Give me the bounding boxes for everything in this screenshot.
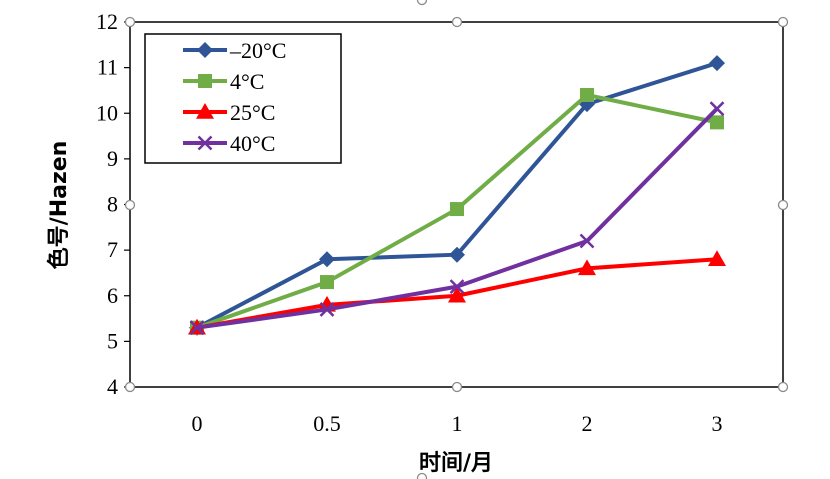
legend-box	[144, 33, 342, 164]
square-marker	[320, 275, 334, 290]
y-tick-label: 7	[107, 237, 118, 262]
y-axis-ticks: 4 5 6 7 8 9 10 11 12	[96, 9, 130, 399]
x-marker	[449, 279, 465, 295]
y-tick-label: 6	[107, 283, 118, 308]
triangle-marker	[196, 103, 214, 119]
y-tick-label: 10	[96, 100, 118, 125]
y-tick-label: 8	[107, 192, 118, 217]
series-group	[189, 101, 725, 336]
resize-handle[interactable]	[416, 0, 428, 6]
legend-entry: 4°C	[183, 69, 264, 94]
x-axis-title: 时间/月	[419, 451, 493, 476]
x-marker	[189, 320, 205, 336]
x-tick-label: 2	[582, 411, 593, 436]
resize-handle[interactable]	[777, 381, 789, 393]
x-tick-label: 0.5	[313, 411, 341, 436]
y-tick-label: 11	[97, 55, 118, 80]
y-tick-label: 12	[96, 9, 118, 34]
square-marker	[450, 202, 464, 217]
legend-entry: 25°C	[183, 100, 275, 125]
resize-handle[interactable]	[777, 16, 789, 28]
square-marker	[198, 74, 212, 88]
y-tick-label: 5	[107, 328, 118, 353]
y-axis-title: 色号/Hazen	[46, 141, 72, 270]
x-marker	[197, 135, 213, 151]
legend-label: –20°C	[229, 38, 286, 63]
resize-handle[interactable]	[124, 16, 136, 28]
resize-handle[interactable]	[124, 381, 136, 393]
y-tick-label: 4	[107, 374, 118, 399]
legend-entry: –20°C	[183, 38, 286, 63]
square-marker	[710, 115, 724, 130]
x-marker	[709, 101, 725, 117]
square-marker	[580, 88, 594, 102]
legend-label: 4°C	[230, 69, 264, 94]
x-marker	[579, 233, 595, 249]
series-layer	[188, 55, 726, 336]
x-axis-ticks: 0 0.5 1 2 3	[192, 411, 723, 436]
x-tick-label: 1	[452, 411, 463, 436]
resize-handle[interactable]	[451, 16, 463, 28]
diamond-marker	[449, 246, 465, 263]
resize-handle[interactable]	[451, 381, 463, 393]
selection-handles	[124, 0, 789, 479]
x-tick-label: 0	[192, 411, 203, 436]
legend-entry: 40°C	[183, 131, 275, 156]
resize-handle[interactable]	[124, 199, 136, 211]
legend: –20°C 4°C 25°C 40°C	[144, 33, 342, 164]
diamond-marker	[319, 251, 335, 268]
triangle-marker	[708, 250, 726, 266]
x-tick-label: 3	[712, 411, 723, 436]
diamond-marker	[709, 55, 725, 72]
legend-label: 40°C	[230, 131, 275, 156]
resize-handle[interactable]	[416, 472, 428, 479]
legend-label: 25°C	[230, 100, 275, 125]
triangle-marker	[578, 259, 596, 276]
x-marker	[319, 302, 335, 317]
triangle-marker	[448, 286, 466, 303]
diamond-marker	[197, 42, 213, 58]
y-tick-label: 9	[107, 146, 118, 171]
resize-handle[interactable]	[777, 199, 789, 211]
